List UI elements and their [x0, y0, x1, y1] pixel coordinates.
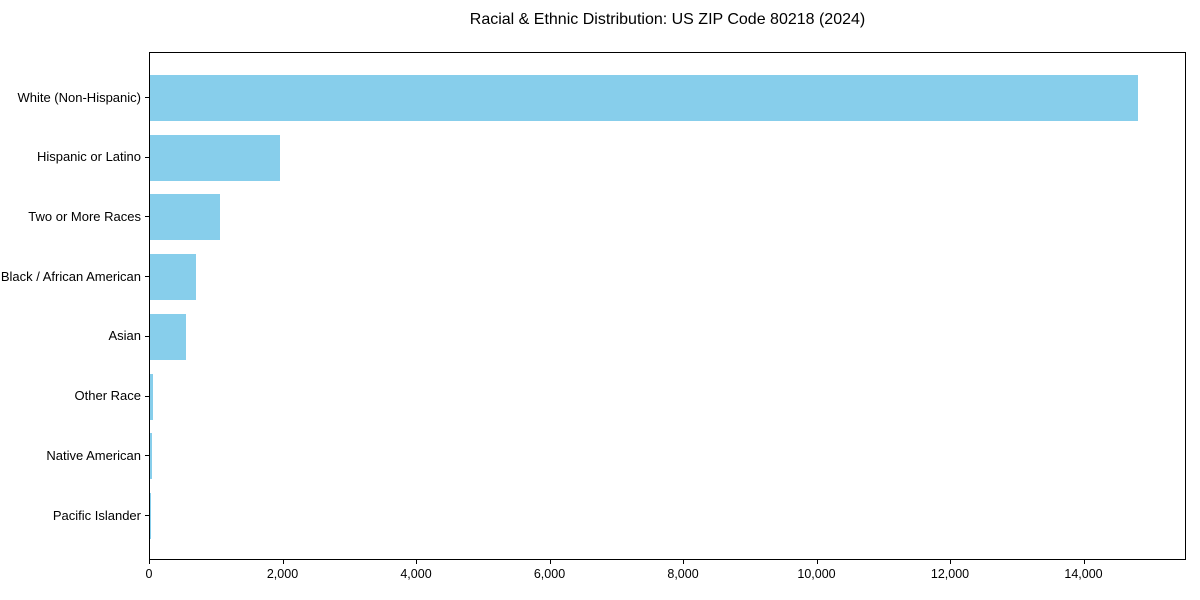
- y-axis-category-label: Asian: [108, 328, 141, 344]
- x-tick-mark: [549, 560, 551, 564]
- bar: [150, 134, 281, 181]
- x-tick-label: 8,000: [667, 567, 699, 581]
- y-tick-mark: [145, 216, 149, 218]
- y-tick-mark: [145, 276, 149, 278]
- x-tick-mark: [950, 560, 952, 564]
- y-axis-category-label: Hispanic or Latino: [36, 149, 141, 165]
- bar: [150, 75, 1138, 121]
- x-tick-label: 6,000: [533, 567, 566, 581]
- y-tick-mark: [145, 156, 149, 158]
- x-tick-mark: [416, 560, 417, 564]
- y-axis-category-label: Other Race: [74, 388, 141, 404]
- x-tick-label: 10,000: [797, 567, 836, 581]
- bar: [150, 194, 221, 241]
- y-tick-mark: [145, 395, 149, 397]
- y-tick-mark: [145, 335, 149, 337]
- bar: [150, 433, 153, 480]
- x-tick-mark: [683, 560, 685, 564]
- y-axis-category-label: Black / African American: [0, 268, 141, 284]
- x-tick-label: 0: [145, 567, 153, 581]
- plot-area: [149, 52, 1186, 560]
- chart-title: Racial & Ethnic Distribution: US ZIP Cod…: [469, 11, 866, 28]
- x-tick-label: 4,000: [400, 567, 432, 581]
- x-tick-label: 12,000: [930, 567, 970, 581]
- y-tick-mark: [145, 455, 149, 457]
- x-tick-mark: [816, 560, 818, 564]
- x-tick-mark: [149, 560, 150, 564]
- bar: [150, 254, 196, 301]
- bar: [150, 373, 153, 420]
- bar: [150, 313, 186, 360]
- x-tick-label: 2,000: [266, 567, 299, 581]
- y-axis-category-label: Pacific Islander: [52, 507, 141, 523]
- y-tick-mark: [145, 97, 149, 98]
- y-tick-mark: [145, 515, 149, 516]
- x-tick-mark: [282, 560, 284, 564]
- x-tick-mark: [1083, 560, 1085, 564]
- y-axis-category-label: Native American: [46, 447, 141, 463]
- y-axis-category-label: Two or More Races: [28, 208, 141, 224]
- y-axis-category-label: White (Non-Hispanic): [17, 89, 141, 105]
- x-tick-label: 14,000: [1064, 567, 1103, 581]
